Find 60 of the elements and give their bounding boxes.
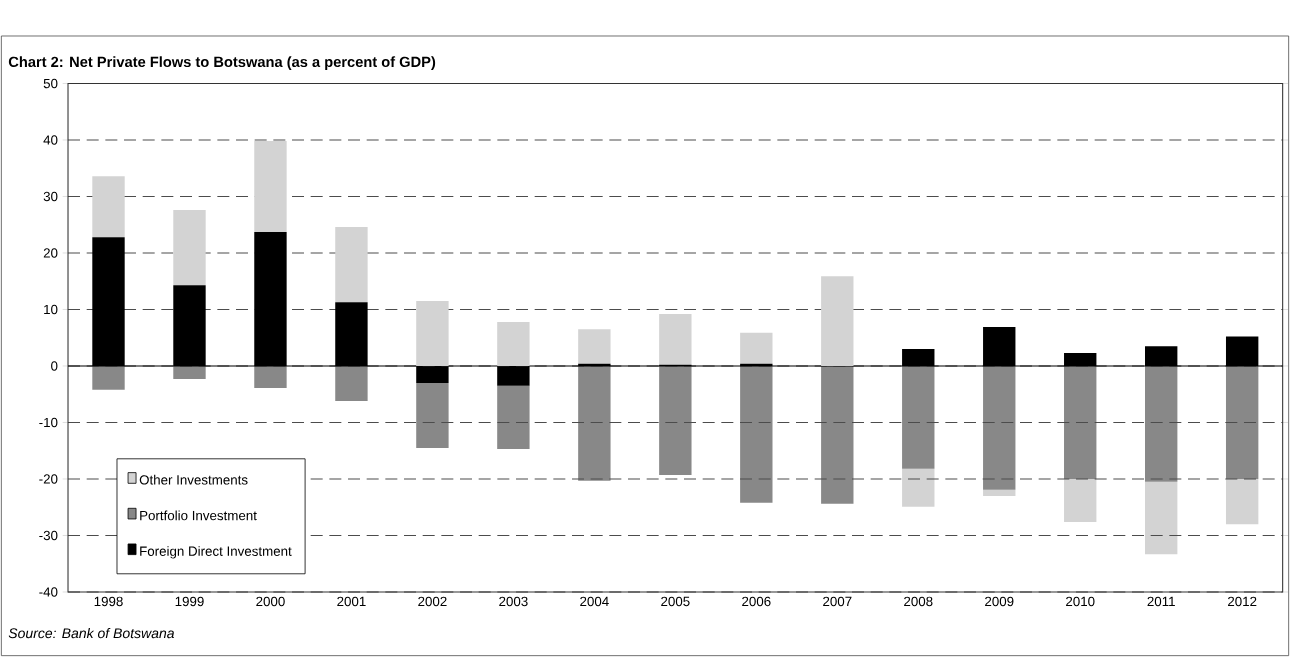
y-tick-label: -10 bbox=[39, 417, 58, 428]
y-tick-label: 20 bbox=[43, 248, 58, 258]
bar bbox=[1064, 478, 1097, 522]
x-tick-label: 2007 bbox=[823, 596, 852, 607]
bar bbox=[416, 301, 449, 366]
bar bbox=[335, 365, 368, 402]
legend-label: Foreign Direct Investment bbox=[140, 546, 292, 559]
x-tick-label: 2002 bbox=[418, 596, 447, 607]
bar bbox=[578, 329, 611, 364]
bar bbox=[1145, 365, 1178, 482]
bar bbox=[740, 332, 773, 364]
y-tick-label: 10 bbox=[44, 304, 58, 315]
x-tick-label: 2005 bbox=[661, 596, 690, 607]
y-tick-label: 50 bbox=[43, 78, 58, 89]
x-tick-label: 2006 bbox=[742, 596, 771, 607]
y-tick-label: 30 bbox=[43, 191, 58, 202]
y-tick-label: -20 bbox=[39, 474, 58, 484]
bar bbox=[92, 176, 125, 238]
bar bbox=[497, 321, 530, 366]
x-tick-label: 2008 bbox=[904, 596, 933, 607]
x-tick-label: 1998 bbox=[94, 596, 123, 607]
y-tick-label: 40 bbox=[43, 135, 58, 145]
x-tick-label: 1999 bbox=[175, 596, 204, 607]
bar bbox=[92, 365, 125, 390]
legend-label: Portfolio Investment bbox=[140, 510, 257, 521]
y-tick-label: -30 bbox=[39, 530, 58, 541]
x-tick-label: 2012 bbox=[1228, 596, 1257, 607]
bar bbox=[1225, 365, 1259, 479]
bar bbox=[254, 141, 287, 233]
bar bbox=[659, 314, 692, 365]
bar bbox=[173, 365, 206, 379]
bar bbox=[983, 489, 1016, 496]
x-tick-label: 2004 bbox=[580, 596, 609, 607]
x-tick-label: 2011 bbox=[1147, 596, 1175, 607]
bar bbox=[173, 210, 206, 286]
bar bbox=[902, 468, 935, 507]
bar bbox=[416, 382, 449, 448]
bar bbox=[497, 385, 530, 450]
bar bbox=[335, 226, 368, 303]
bar bbox=[1225, 478, 1259, 525]
x-tick-label: 2009 bbox=[985, 596, 1014, 607]
bar bbox=[740, 365, 773, 503]
bar bbox=[578, 365, 611, 481]
x-tick-label: 2001 bbox=[337, 596, 366, 607]
x-tick-label: 2003 bbox=[499, 596, 528, 607]
y-tick-label: -40 bbox=[39, 587, 58, 597]
bar bbox=[1064, 365, 1097, 479]
bar bbox=[1145, 481, 1178, 555]
bar bbox=[983, 365, 1016, 490]
bar bbox=[254, 365, 287, 389]
chart-title: Chart 2: Net Private Flows to Botswana (as a percent of GDP) bbox=[8, 56, 436, 70]
text: Source: Bank of Botswana bbox=[8, 627, 175, 639]
bar bbox=[902, 365, 935, 469]
bar bbox=[821, 276, 854, 366]
legend-label: Other Investments bbox=[139, 474, 248, 485]
bar bbox=[821, 365, 854, 504]
x-tick-label: 2000 bbox=[256, 596, 285, 607]
y-tick-label: 0 bbox=[51, 361, 58, 371]
bar bbox=[659, 365, 692, 476]
x-tick-label: 2010 bbox=[1066, 596, 1095, 607]
